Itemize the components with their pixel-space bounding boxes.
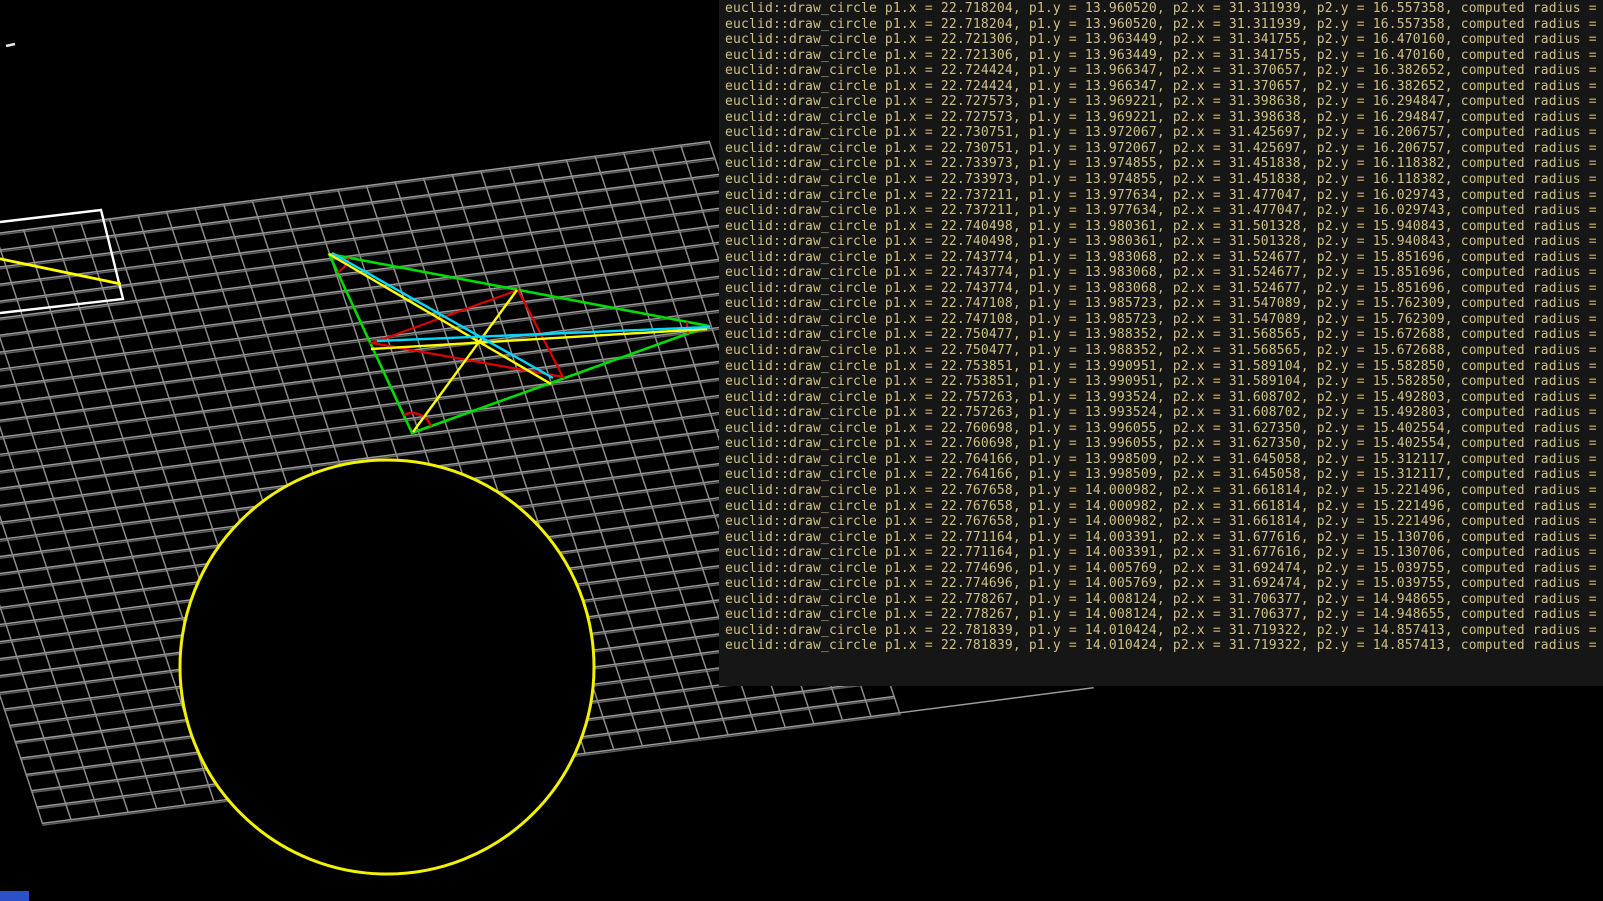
console-log-line: euclid::draw_circle p1.x = 22.757263, p1… [725, 389, 1597, 405]
console-log-line: euclid::draw_circle p1.x = 22.721306, p1… [725, 32, 1597, 48]
console-log-line: euclid::draw_circle p1.x = 22.774696, p1… [725, 560, 1597, 576]
console-log-line: euclid::draw_circle p1.x = 22.740498, p1… [725, 234, 1597, 250]
console-log-line: euclid::draw_circle p1.x = 22.724424, p1… [725, 63, 1597, 79]
console-log-line: euclid::draw_circle p1.x = 22.764166, p1… [725, 451, 1597, 467]
console-log-line: euclid::draw_circle p1.x = 22.727573, p1… [725, 109, 1597, 125]
console-log-line: euclid::draw_circle p1.x = 22.753851, p1… [725, 358, 1597, 374]
console-log-line: euclid::draw_circle p1.x = 22.733973, p1… [725, 172, 1597, 188]
console-log-line: euclid::draw_circle p1.x = 22.764166, p1… [725, 467, 1597, 483]
taskbar-corner-button[interactable] [0, 891, 29, 901]
grid-bottom-edge [898, 687, 1094, 714]
console-log-line: euclid::draw_circle p1.x = 22.781839, p1… [725, 638, 1597, 654]
console-log-line: euclid::draw_circle p1.x = 22.724424, p1… [725, 78, 1597, 94]
yellow-median-line [328, 252, 552, 386]
white-rectangle-outline [0, 208, 125, 315]
yellow-line-segment [0, 257, 122, 286]
console-log-overlay: euclid::draw_circle p1.x = 22.718204, p1… [719, 0, 1603, 686]
console-log-line: euclid::draw_circle p1.x = 22.727573, p1… [725, 94, 1597, 110]
console-log-line: euclid::draw_circle p1.x = 22.767658, p1… [725, 498, 1597, 514]
console-log-line: euclid::draw_circle p1.x = 22.760698, p1… [725, 420, 1597, 436]
console-log-line: euclid::draw_circle p1.x = 22.743774, p1… [725, 249, 1597, 265]
console-log-line: euclid::draw_circle p1.x = 22.760698, p1… [725, 436, 1597, 452]
console-log-line: euclid::draw_circle p1.x = 22.753851, p1… [725, 374, 1597, 390]
console-log-line: euclid::draw_circle p1.x = 22.757263, p1… [725, 405, 1597, 421]
console-log-line: euclid::draw_circle p1.x = 22.767658, p1… [725, 482, 1597, 498]
console-log-line: euclid::draw_circle p1.x = 22.743774, p1… [725, 280, 1597, 296]
console-log-line: euclid::draw_circle p1.x = 22.747108, p1… [725, 296, 1597, 312]
console-log-line: euclid::draw_circle p1.x = 22.740498, p1… [725, 218, 1597, 234]
console-log-line: euclid::draw_circle p1.x = 22.737211, p1… [725, 203, 1597, 219]
console-log-line: euclid::draw_circle p1.x = 22.771164, p1… [725, 545, 1597, 561]
red-angle-arc [403, 411, 432, 427]
console-log-line: euclid::draw_circle p1.x = 22.743774, p1… [725, 265, 1597, 281]
console-log-line: euclid::draw_circle p1.x = 22.771164, p1… [725, 529, 1597, 545]
console-log-line: euclid::draw_circle p1.x = 22.718204, p1… [725, 1, 1597, 16]
console-log-line: euclid::draw_circle p1.x = 22.767658, p1… [725, 514, 1597, 530]
console-log-line: euclid::draw_circle p1.x = 22.778267, p1… [725, 607, 1597, 623]
console-log-line: euclid::draw_circle p1.x = 22.721306, p1… [725, 47, 1597, 63]
console-log-line: euclid::draw_circle p1.x = 22.730751, p1… [725, 140, 1597, 156]
console-log-line: euclid::draw_circle p1.x = 22.750477, p1… [725, 343, 1597, 359]
cyan-cevian-line [376, 325, 711, 343]
yellow-circle [178, 458, 596, 876]
white-speck [5, 42, 16, 48]
console-log-line: euclid::draw_circle p1.x = 22.750477, p1… [725, 327, 1597, 343]
console-log-line: euclid::draw_circle p1.x = 22.747108, p1… [725, 311, 1597, 327]
console-log-line: euclid::draw_circle p1.x = 22.730751, p1… [725, 125, 1597, 141]
red-angle-arc [336, 257, 350, 274]
console-log-line: euclid::draw_circle p1.x = 22.733973, p1… [725, 156, 1597, 172]
console-log-line: euclid::draw_circle p1.x = 22.778267, p1… [725, 591, 1597, 607]
console-log-line: euclid::draw_circle p1.x = 22.781839, p1… [725, 622, 1597, 638]
console-log-line: euclid::draw_circle p1.x = 22.737211, p1… [725, 187, 1597, 203]
console-log-line: euclid::draw_circle p1.x = 22.718204, p1… [725, 16, 1597, 32]
yellow-median-line [370, 327, 708, 351]
yellow-median-line [412, 289, 518, 433]
cyan-cevian-line [331, 251, 554, 380]
console-log-line: euclid::draw_circle p1.x = 22.774696, p1… [725, 576, 1597, 592]
